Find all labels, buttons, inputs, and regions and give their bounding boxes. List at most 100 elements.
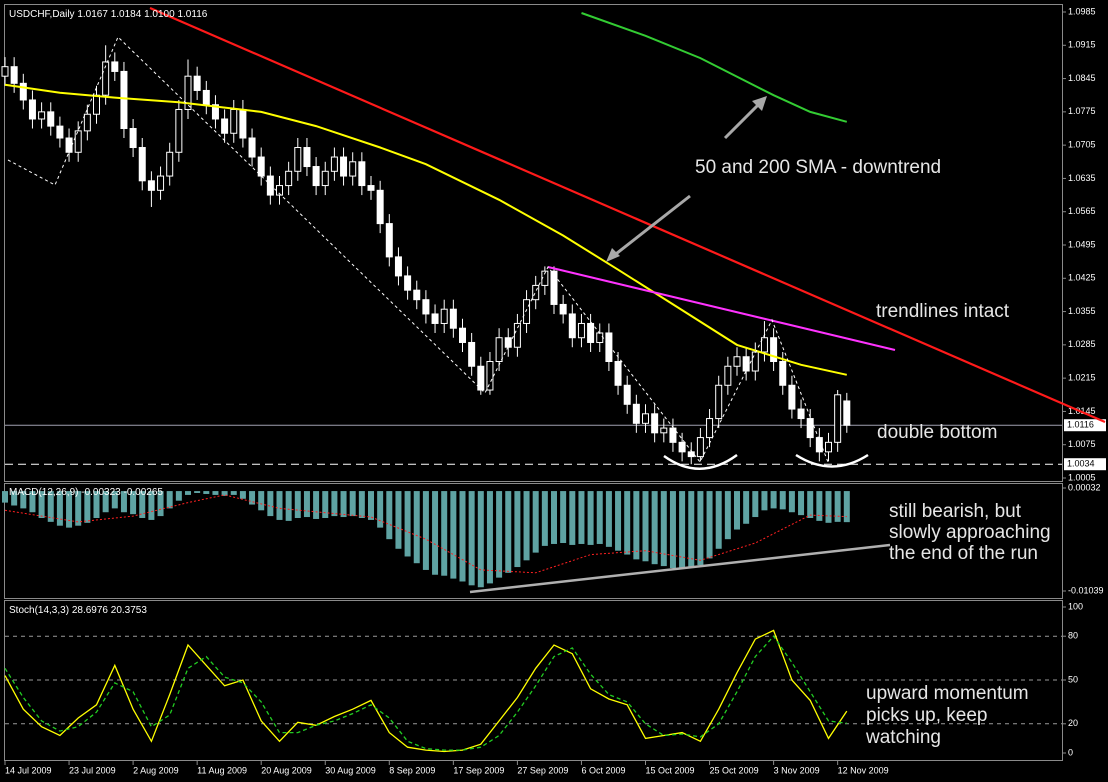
macd-bar: [514, 491, 521, 568]
macd-bar: [331, 491, 338, 517]
macd-bar: [368, 491, 374, 520]
x-tick-label: 23 Jul 2009: [69, 765, 116, 775]
y-tick-label: 1.0495: [1068, 239, 1096, 249]
y-tick-label: 1.0845: [1068, 73, 1096, 83]
macd-bar: [422, 491, 429, 570]
y-tick-label: 80: [1068, 631, 1078, 641]
candle-body: [468, 341, 476, 367]
macd-panel: [4, 483, 1063, 599]
macd-bar: [102, 491, 109, 513]
candle-body: [56, 125, 64, 139]
candle-body: [166, 151, 174, 177]
macd-header: MACD(12,26,9) -0.00323 -0.00265: [9, 487, 163, 498]
stoch-header: Stoch(14,3,3) 28.6976 20.3753: [9, 605, 147, 616]
x-tick-label: 2 Aug 2009: [133, 765, 179, 775]
candle-body: [715, 384, 723, 420]
macd-bar: [816, 491, 823, 521]
candle-body: [294, 147, 302, 172]
signal-value: -0.00265: [124, 487, 164, 498]
candle-body: [285, 170, 293, 187]
macd-bar: [441, 491, 448, 576]
candle-body: [632, 403, 640, 424]
macd-bar: [285, 491, 292, 521]
y-tick-label: 1.0635: [1068, 173, 1096, 183]
macd-bar: [532, 491, 539, 553]
y-tick-label: 1.0915: [1068, 40, 1096, 50]
candle-body: [642, 413, 649, 424]
candle-body: [614, 361, 622, 386]
close-label: 1.0116: [177, 9, 207, 20]
candle-body: [65, 137, 73, 153]
macd-bar: [194, 491, 201, 494]
candle-body: [449, 308, 457, 329]
zigzag: [7, 36, 829, 463]
candle-body: [477, 365, 485, 391]
macd-bar: [697, 491, 704, 566]
annotation: the end of the run: [889, 543, 1038, 564]
macd-bar: [486, 491, 493, 584]
macd-bar: [788, 491, 795, 513]
y-tick-label: 1.0705: [1068, 140, 1096, 150]
macd-bar: [770, 491, 777, 509]
macd-bar: [203, 491, 210, 494]
candle-body: [257, 156, 265, 177]
macd-bar: [93, 491, 100, 519]
macd-bar: [322, 491, 329, 519]
candle-body: [404, 275, 412, 291]
macd-value: -0.00323: [81, 487, 121, 498]
x-tick-label: 27 Sep 2009: [517, 765, 568, 775]
candle-body: [230, 108, 238, 134]
indicator-name: Stoch(14,3,3): [9, 605, 69, 616]
macd-bar: [477, 491, 484, 588]
macd-bar: [523, 491, 530, 561]
annotation: upward momentum: [866, 683, 1029, 704]
macd-bar: [139, 491, 146, 519]
candle-body: [202, 89, 210, 106]
macd-bar: [249, 491, 256, 505]
candle-body: [779, 361, 787, 386]
macd-bar: [2, 491, 8, 503]
candle-body: [724, 365, 732, 386]
low-label: 1.0100: [144, 9, 175, 20]
macd-bar: [679, 491, 686, 569]
arrow: [611, 194, 691, 259]
macd-bar: [669, 491, 676, 569]
y-tick-label: 1.0565: [1068, 206, 1096, 216]
candle-body: [239, 108, 247, 139]
arrow-head: [752, 96, 767, 111]
macd-bar: [633, 491, 640, 560]
candle-body: [568, 313, 576, 339]
signal-line: [4, 494, 847, 574]
macd-bar: [386, 491, 393, 540]
macd-bar: [221, 491, 228, 496]
x-tick-label: 30 Aug 2009: [325, 765, 376, 775]
x-tick-label: 11 Aug 2009: [197, 765, 247, 775]
bottom-arc: [663, 453, 738, 470]
macd-bar: [779, 491, 786, 510]
macd-bar: [569, 491, 576, 545]
candle-body: [678, 441, 686, 453]
x-tick-label: 15 Oct 2009: [646, 765, 695, 775]
macd-bar: [313, 491, 320, 519]
candle-body: [266, 175, 274, 196]
candle-body: [559, 303, 567, 315]
candle-body: [184, 75, 192, 110]
y-tick-label: 1.0215: [1068, 373, 1096, 383]
macd-bar: [148, 491, 155, 520]
candle-body: [193, 75, 201, 91]
y-tick-label: 50: [1068, 674, 1078, 684]
macd-bar: [761, 491, 768, 511]
candle-body: [47, 111, 55, 127]
candle-body: [797, 408, 805, 420]
candle-body: [340, 156, 348, 177]
price-label-box: [1064, 458, 1106, 471]
annotation: slowly approaching: [889, 522, 1051, 543]
symbol: USDCHF,Daily: [9, 9, 75, 20]
macd-bar: [239, 491, 246, 499]
macd-bar: [120, 491, 127, 513]
candle-body: [19, 82, 27, 101]
candle-body: [532, 284, 540, 301]
candle-body: [93, 94, 100, 115]
trendline: [469, 543, 891, 594]
